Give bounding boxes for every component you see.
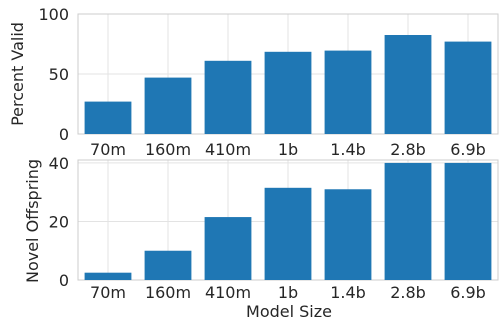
x-tick-label-6.9b: 6.9b bbox=[450, 283, 486, 302]
y-tick-label: 0 bbox=[59, 271, 69, 290]
bottom-y-axis-label: Novel Offspring bbox=[23, 159, 42, 283]
bar-70m bbox=[84, 101, 132, 134]
y-tick-label: 100 bbox=[38, 5, 69, 24]
y-tick-label: 50 bbox=[49, 65, 69, 84]
top-y-axis-label: Percent Valid bbox=[8, 22, 27, 126]
x-axis-label: Model Size bbox=[246, 302, 332, 321]
x-tick-label-2.8b: 2.8b bbox=[390, 283, 426, 302]
top-x-tick-labels: 70m 160m 410m 1b 1.4b 2.8b 6.9b bbox=[90, 140, 486, 159]
bar-1b bbox=[264, 51, 312, 134]
y-tick-label: 0 bbox=[59, 125, 69, 144]
bar-160m bbox=[144, 77, 192, 134]
bar-1.4b bbox=[324, 189, 372, 280]
bar-6.9b bbox=[444, 162, 492, 280]
y-tick-label: 40 bbox=[49, 154, 69, 173]
x-tick-label-160m: 160m bbox=[145, 140, 191, 159]
bottom-panel: 0 20 40 70m 160m 410m 1b 1.4b 2.8b 6.9b Novel Of… bbox=[23, 154, 499, 302]
x-tick-label-1.4b: 1.4b bbox=[330, 140, 366, 159]
bar-410m bbox=[204, 60, 252, 134]
bar-160m bbox=[144, 250, 192, 280]
top-y-tick-labels: 0 50 100 bbox=[38, 5, 69, 144]
y-tick-label: 20 bbox=[49, 212, 69, 231]
x-tick-label-70m: 70m bbox=[90, 283, 126, 302]
bar-2.8b bbox=[384, 162, 432, 280]
x-tick-label-70m: 70m bbox=[90, 140, 126, 159]
bottom-x-tick-labels: 70m 160m 410m 1b 1.4b 2.8b 6.9b bbox=[90, 283, 486, 302]
top-bars bbox=[84, 35, 492, 134]
bar-70m bbox=[84, 272, 132, 280]
x-tick-label-1b: 1b bbox=[278, 140, 298, 159]
bar-410m bbox=[204, 217, 252, 280]
bar-1.4b bbox=[324, 50, 372, 134]
bar-2.8b bbox=[384, 35, 432, 134]
x-tick-label-1.4b: 1.4b bbox=[330, 283, 366, 302]
bottom-y-tick-labels: 0 20 40 bbox=[49, 154, 69, 290]
x-tick-label-1b: 1b bbox=[278, 283, 298, 302]
bottom-bars bbox=[84, 162, 492, 280]
x-tick-label-6.9b: 6.9b bbox=[450, 140, 486, 159]
x-tick-label-2.8b: 2.8b bbox=[390, 140, 426, 159]
x-tick-label-410m: 410m bbox=[205, 283, 251, 302]
bar-6.9b bbox=[444, 41, 492, 134]
top-panel: 0 50 100 70m 160m 410m 1b 1.4b 2.8b 6.9b Percent… bbox=[8, 5, 499, 159]
x-tick-label-410m: 410m bbox=[205, 140, 251, 159]
x-tick-label-160m: 160m bbox=[145, 283, 191, 302]
bar-1b bbox=[264, 187, 312, 280]
